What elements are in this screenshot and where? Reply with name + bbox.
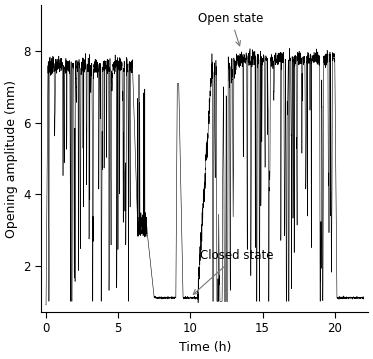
Text: Closed state: Closed state: [193, 249, 273, 294]
X-axis label: Time (h): Time (h): [179, 341, 231, 354]
Text: Open state: Open state: [198, 11, 263, 46]
Y-axis label: Opening amplitude (mm): Opening amplitude (mm): [5, 79, 18, 238]
